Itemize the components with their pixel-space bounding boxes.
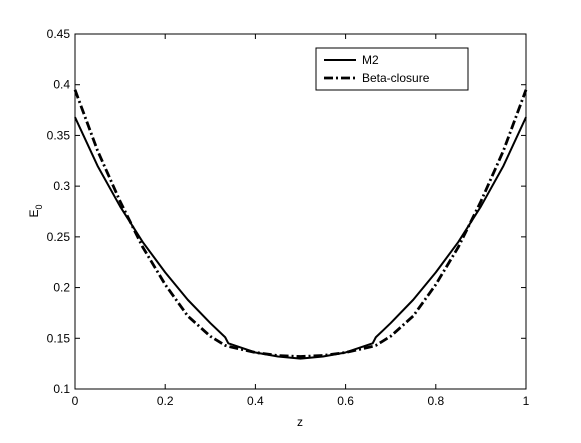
legend-box xyxy=(315,47,469,91)
x-tick-label: 0.4 xyxy=(247,394,264,408)
y-tick-label: 0.3 xyxy=(53,179,70,193)
legend-label: M2 xyxy=(362,53,379,67)
y-tick-label: 0.45 xyxy=(47,27,71,41)
x-tick-label: 1 xyxy=(523,394,530,408)
plot-area xyxy=(74,33,527,390)
legend-label: Beta-closure xyxy=(362,71,430,85)
y-tick-label: 0.2 xyxy=(53,281,70,295)
y-axis-label: E0 xyxy=(27,204,44,217)
x-tick-label: 0.8 xyxy=(427,394,444,408)
series-line xyxy=(74,116,527,360)
x-axis-label: z xyxy=(297,415,303,429)
y-tick-label: 0.1 xyxy=(53,382,70,396)
x-tick-label: 0 xyxy=(72,394,79,408)
x-tick-label: 0.2 xyxy=(157,394,174,408)
y-tick-label: 0.4 xyxy=(53,78,70,92)
x-tick-label: 0.6 xyxy=(337,394,354,408)
y-tick-label: 0.15 xyxy=(47,331,71,345)
y-tick-label: 0.25 xyxy=(47,230,71,244)
legend: M2 Beta-closure xyxy=(315,47,469,91)
y-tick-label: 0.35 xyxy=(47,128,71,142)
series-line xyxy=(73,89,528,358)
